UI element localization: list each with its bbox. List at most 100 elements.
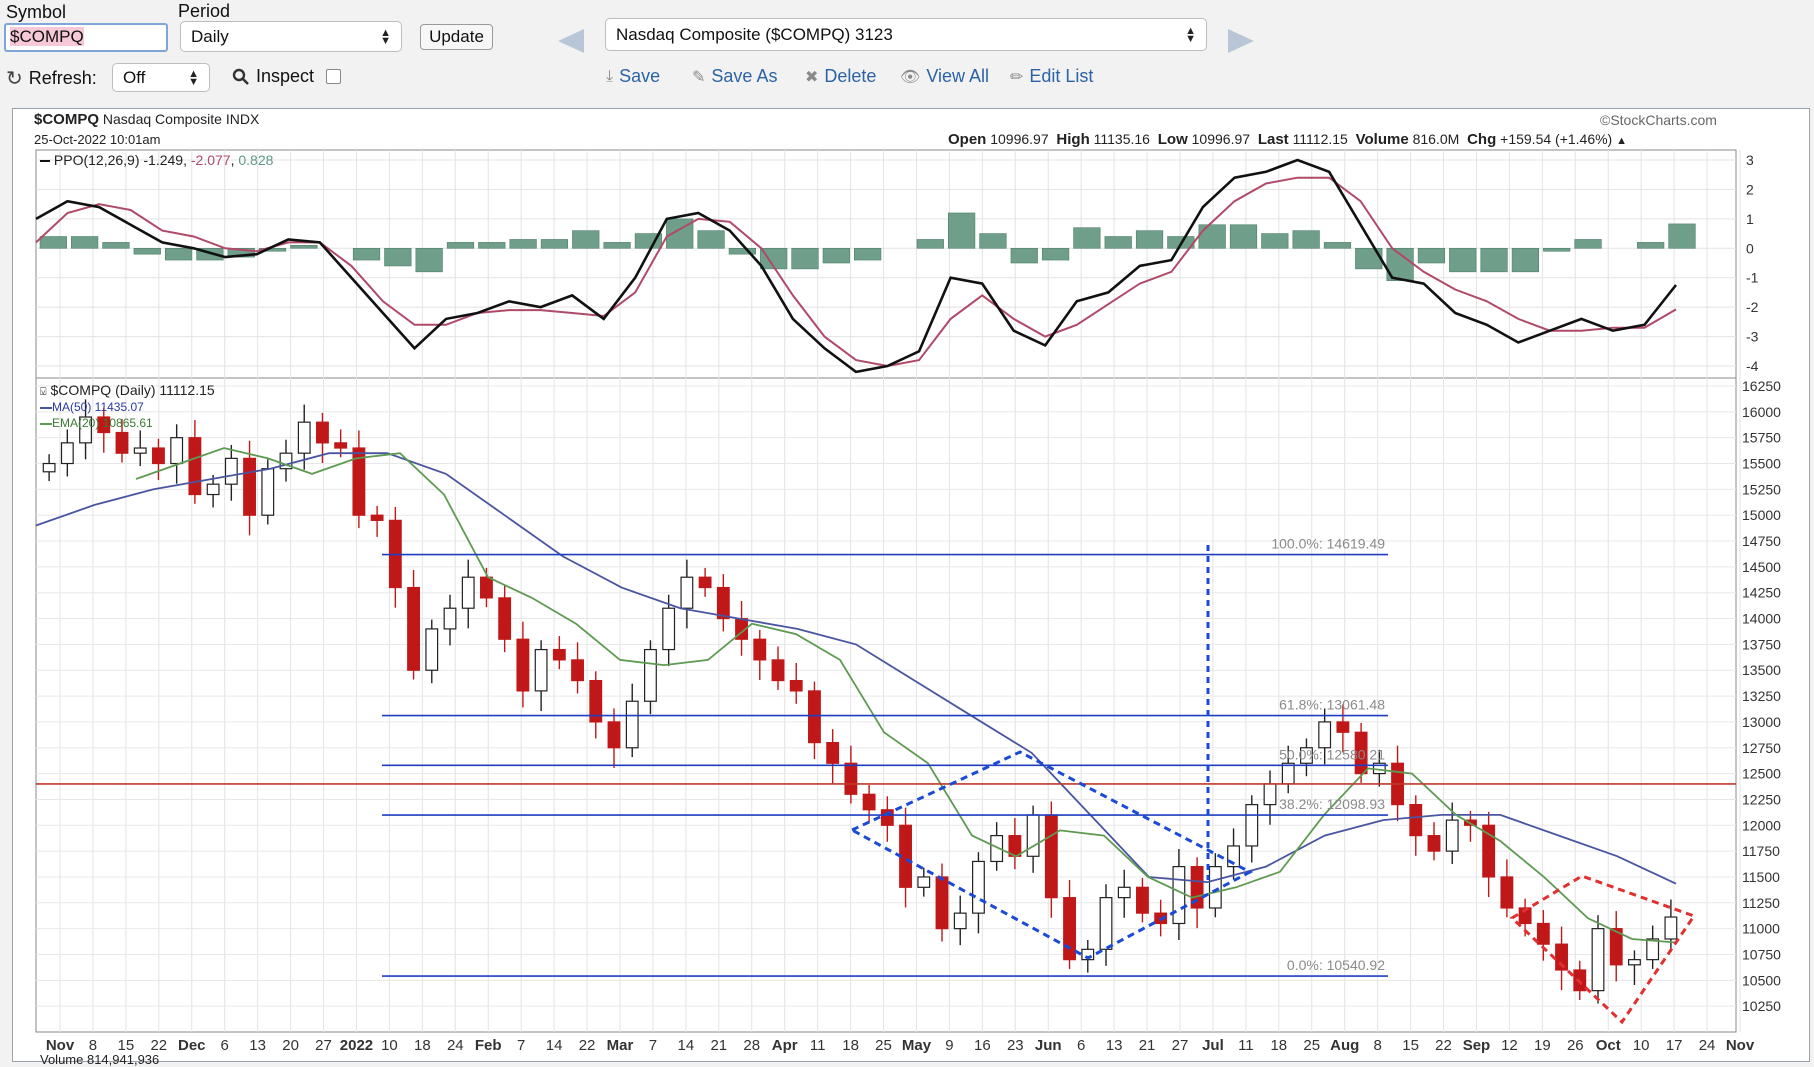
x-tick-label: Sep — [1463, 1037, 1491, 1054]
price-candle — [1445, 819, 1459, 852]
price-candle — [243, 457, 256, 516]
x-tick-label: 8 — [1373, 1037, 1381, 1054]
symbol-input[interactable]: $COMPQ — [4, 23, 168, 52]
ppo-histogram-bar — [1261, 233, 1289, 249]
price-candle — [844, 762, 858, 795]
ppo-name: PPO(12,26,9) — [53, 152, 140, 168]
prev-symbol-icon[interactable] — [556, 27, 586, 60]
price-y-tick-label: 15500 — [1742, 456, 1781, 472]
chg-value: +159.54 (+1.46%) — [1500, 131, 1613, 147]
price-y-tick-label: 14750 — [1742, 533, 1781, 549]
price-candle — [1263, 783, 1277, 806]
ppo-histogram-bar — [540, 239, 569, 249]
price-candle — [1136, 886, 1149, 914]
price-candle — [771, 659, 785, 682]
price-candle — [1628, 959, 1641, 966]
next-symbol-icon[interactable] — [1226, 27, 1256, 60]
save-label: Save — [619, 66, 661, 86]
price-candle — [644, 648, 657, 702]
x-tick-label: 8 — [89, 1037, 97, 1054]
price-candle — [1044, 814, 1058, 899]
x-tick-label: 10 — [1633, 1037, 1650, 1054]
price-candle — [316, 421, 329, 444]
price-candle — [261, 468, 275, 516]
close-icon: ✖ — [805, 68, 819, 86]
ppo-histogram-bar — [446, 242, 475, 249]
price-candle — [625, 700, 639, 749]
x-tick-label: 19 — [1534, 1037, 1551, 1054]
ppo-histogram-bar — [1010, 247, 1038, 264]
price-candle — [1482, 824, 1496, 878]
x-tick-label: 13 — [1106, 1037, 1123, 1054]
ppo-histogram-bar — [1104, 236, 1132, 249]
price-y-tick-label: 14250 — [1742, 585, 1781, 601]
refresh-select[interactable]: Off ▲ ▼ — [112, 63, 210, 92]
price-candle — [571, 659, 584, 682]
price-candle — [552, 648, 566, 661]
ppo-value: -1.249 — [143, 152, 184, 168]
x-tick-label: 11 — [1238, 1037, 1254, 1054]
ppo-line — [35, 158, 1678, 374]
brand-logo: ©StockCharts.com — [1600, 112, 1717, 128]
price-candle — [206, 483, 220, 496]
ppo-y-tick-label: 0 — [1746, 240, 1754, 256]
ppo-histogram-bar — [1073, 227, 1101, 249]
x-tick-label: Nov — [46, 1037, 75, 1054]
view-all-button[interactable]: 👁 View All — [900, 66, 989, 87]
price-candle — [370, 514, 384, 521]
delete-button[interactable]: ✖ Delete — [805, 66, 876, 87]
save-button[interactable]: ⤓ Save — [606, 66, 660, 87]
ppo-legend: PPO(12,26,9) -1.249, -2.077, 0.828 — [40, 152, 273, 168]
x-tick-label: Nov — [1726, 1037, 1755, 1054]
ppo-histogram-bar — [1323, 242, 1352, 249]
ppo-histogram-bar — [1417, 247, 1446, 264]
fib-level-label: 61.8%: 13061.48 — [1279, 697, 1385, 713]
update-button[interactable]: Update — [420, 24, 493, 50]
ppo-histogram-bar — [1355, 247, 1383, 270]
price-y-tick-label: 11250 — [1742, 895, 1780, 911]
save-icon: ⤓ — [606, 67, 614, 85]
price-candle — [516, 638, 530, 692]
ppo-histogram-bar — [478, 242, 506, 249]
price-candle — [1518, 907, 1532, 925]
price-candle — [917, 876, 931, 888]
x-tick-label: 27 — [1172, 1037, 1189, 1054]
ppo-histogram-bar — [1511, 247, 1539, 273]
x-tick-label: 28 — [743, 1037, 760, 1054]
ppo-histogram-bar — [227, 247, 255, 258]
high-value: 11135.16 — [1093, 131, 1150, 147]
period-select[interactable]: Daily ▲ ▼ — [180, 21, 402, 52]
price-candle — [1427, 835, 1441, 852]
fib-level-label: 38.2%: 12098.93 — [1279, 796, 1385, 812]
symbol-list-select[interactable]: Nasdaq Composite ($COMPQ) 3123 ▲ ▼ — [605, 18, 1207, 51]
price-candle — [607, 721, 621, 749]
x-tick-label: 7 — [649, 1037, 657, 1054]
fib-level-label: 50.0%: 12580.21 — [1279, 746, 1385, 762]
ma-legend: MA(50) 11435.07 — [40, 400, 144, 414]
x-tick-label: 7 — [517, 1037, 525, 1054]
inspect-checkbox[interactable] — [326, 69, 342, 84]
collapse-icon[interactable]: ▲ — [1616, 135, 1628, 147]
x-tick-label: 23 — [1007, 1037, 1024, 1054]
select-arrows-icon: ▲ ▼ — [1185, 24, 1196, 45]
price-candle — [698, 576, 712, 589]
period-label: Period — [178, 1, 231, 21]
price-candle — [152, 447, 165, 465]
ppo-y-tick-label: -2 — [1746, 299, 1759, 315]
edit-list-button[interactable]: ✏ Edit List — [1010, 66, 1093, 87]
price-candle — [862, 793, 876, 811]
save-as-button[interactable]: ✎ Save As — [692, 66, 777, 87]
ppo-y-tick-label: 1 — [1746, 211, 1754, 227]
x-tick-label: 15 — [1402, 1037, 1419, 1054]
price-candle — [170, 437, 184, 465]
x-tick-label: 26 — [1567, 1037, 1584, 1054]
quote-bar: Open 10996.97 High 11135.16 Low 10996.97… — [948, 131, 1627, 148]
ppo-histogram-bar — [102, 242, 130, 249]
ticker: $COMPQ — [34, 111, 100, 128]
ppo-signal-value: -2.077 — [190, 152, 231, 168]
ma-value: MA(50) 11435.07 — [52, 400, 144, 414]
price-candle — [1646, 938, 1660, 961]
x-tick-label: 14 — [678, 1037, 695, 1054]
x-tick-label: Apr — [772, 1037, 798, 1054]
